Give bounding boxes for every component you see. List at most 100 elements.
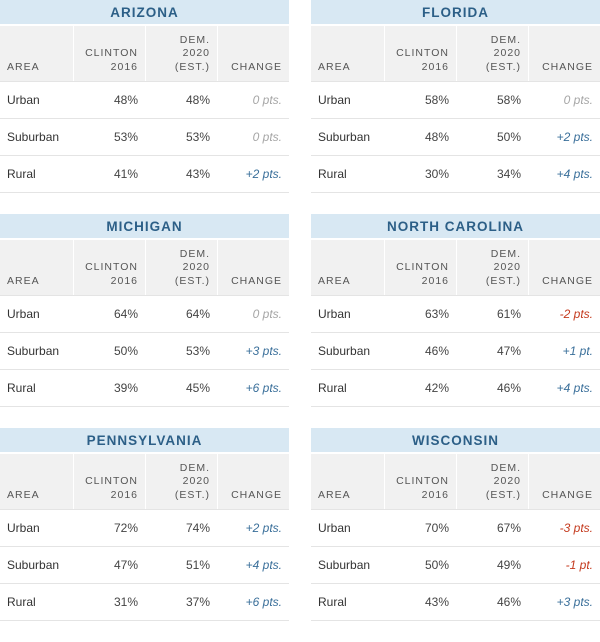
dem-header-label: DEM. 2020 (EST.) (174, 33, 210, 73)
area-cell: Urban (7, 307, 40, 321)
dem-cell: 47% (496, 344, 521, 358)
dem-cell: 50% (496, 130, 521, 144)
dem-cell: 64% (185, 307, 210, 321)
change-cell: 0 pts. (563, 93, 593, 107)
clinton-header-label: CLINTON 2016 (396, 47, 449, 73)
state-table: ARIZONA AREA CLINTON 2016 DEM. 2020 (EST… (0, 0, 289, 193)
clinton-cell: 46% (424, 344, 449, 358)
area-header-label: AREA (7, 488, 40, 501)
dem-cell: 51% (185, 558, 210, 572)
table-row: Suburban 46% 47% +1 pt. (311, 333, 600, 370)
dem-column-header: DEM. 2020 (EST.) (456, 454, 528, 509)
change-column-header: CHANGE (217, 26, 289, 81)
state-title: PENNSYLVANIA (0, 428, 289, 452)
area-header-label: AREA (318, 60, 351, 73)
change-header-label: CHANGE (231, 274, 282, 287)
change-cell: +2 pts. (556, 130, 593, 144)
clinton-cell: 30% (424, 167, 449, 181)
table-row: Urban 72% 74% +2 pts. (0, 510, 289, 547)
change-cell: -2 pts. (559, 307, 593, 321)
clinton-header-label: CLINTON 2016 (85, 47, 138, 73)
dem-cell: 74% (185, 521, 210, 535)
area-cell: Suburban (7, 130, 60, 144)
change-cell: +2 pts. (245, 167, 282, 181)
area-column-header: AREA (311, 454, 384, 509)
area-column-header: AREA (311, 26, 384, 81)
dem-cell: 58% (496, 93, 521, 107)
clinton-column-header: CLINTON 2016 (73, 454, 145, 509)
dem-cell: 37% (185, 595, 210, 609)
change-cell: +6 pts. (245, 595, 282, 609)
table-row: Urban 63% 61% -2 pts. (311, 296, 600, 333)
clinton-column-header: CLINTON 2016 (73, 26, 145, 81)
change-header-label: CHANGE (231, 488, 282, 501)
header-row: AREA CLINTON 2016 DEM. 2020 (EST.) CHANG… (311, 26, 600, 82)
table-row: Rural 31% 37% +6 pts. (0, 584, 289, 621)
area-cell: Rural (7, 595, 36, 609)
table-row: Urban 58% 58% 0 pts. (311, 82, 600, 119)
change-cell: +6 pts. (245, 381, 282, 395)
clinton-cell: 50% (113, 344, 138, 358)
table-row: Suburban 50% 53% +3 pts. (0, 333, 289, 370)
header-row: AREA CLINTON 2016 DEM. 2020 (EST.) CHANG… (311, 240, 600, 296)
area-header-label: AREA (7, 60, 40, 73)
dem-cell: 53% (185, 130, 210, 144)
change-header-label: CHANGE (542, 488, 593, 501)
table-row: Rural 30% 34% +4 pts. (311, 156, 600, 193)
area-cell: Suburban (7, 558, 60, 572)
change-cell: +4 pts. (556, 167, 593, 181)
dem-cell: 53% (185, 344, 210, 358)
table-row: Suburban 47% 51% +4 pts. (0, 547, 289, 584)
dem-cell: 46% (496, 381, 521, 395)
area-cell: Rural (318, 167, 347, 181)
state-title: WISCONSIN (311, 428, 600, 452)
area-cell: Suburban (318, 130, 371, 144)
change-header-label: CHANGE (542, 274, 593, 287)
area-header-label: AREA (318, 274, 351, 287)
clinton-cell: 64% (113, 307, 138, 321)
change-cell: 0 pts. (252, 307, 282, 321)
change-header-label: CHANGE (542, 60, 593, 73)
change-header-label: CHANGE (231, 60, 282, 73)
change-cell: 0 pts. (252, 93, 282, 107)
area-column-header: AREA (0, 454, 73, 509)
dem-header-label: DEM. 2020 (EST.) (174, 247, 210, 287)
state-title: ARIZONA (0, 0, 289, 24)
dem-cell: 49% (496, 558, 521, 572)
change-column-header: CHANGE (528, 240, 600, 295)
dem-cell: 43% (185, 167, 210, 181)
clinton-cell: 43% (424, 595, 449, 609)
table-row: Suburban 53% 53% 0 pts. (0, 119, 289, 156)
change-column-header: CHANGE (217, 454, 289, 509)
area-cell: Urban (318, 521, 351, 535)
clinton-cell: 39% (113, 381, 138, 395)
clinton-cell: 31% (113, 595, 138, 609)
table-row: Urban 48% 48% 0 pts. (0, 82, 289, 119)
area-cell: Rural (318, 381, 347, 395)
state-title: FLORIDA (311, 0, 600, 24)
clinton-column-header: CLINTON 2016 (73, 240, 145, 295)
dem-header-label: DEM. 2020 (EST.) (485, 461, 521, 501)
change-column-header: CHANGE (528, 26, 600, 81)
table-row: Rural 41% 43% +2 pts. (0, 156, 289, 193)
table-row: Urban 64% 64% 0 pts. (0, 296, 289, 333)
clinton-cell: 48% (113, 93, 138, 107)
dem-header-label: DEM. 2020 (EST.) (485, 33, 521, 73)
table-row: Urban 70% 67% -3 pts. (311, 510, 600, 547)
area-cell: Urban (7, 93, 40, 107)
table-row: Rural 42% 46% +4 pts. (311, 370, 600, 407)
state-title: MICHIGAN (0, 214, 289, 238)
area-cell: Rural (7, 167, 36, 181)
dem-column-header: DEM. 2020 (EST.) (145, 240, 217, 295)
state-table: FLORIDA AREA CLINTON 2016 DEM. 2020 (EST… (311, 0, 600, 193)
dem-header-label: DEM. 2020 (EST.) (174, 461, 210, 501)
area-column-header: AREA (311, 240, 384, 295)
clinton-header-label: CLINTON 2016 (396, 475, 449, 501)
change-cell: +4 pts. (556, 381, 593, 395)
change-column-header: CHANGE (528, 454, 600, 509)
area-cell: Urban (7, 521, 40, 535)
area-header-label: AREA (318, 488, 351, 501)
area-cell: Suburban (318, 344, 371, 358)
change-cell: -3 pts. (559, 521, 593, 535)
table-row: Rural 39% 45% +6 pts. (0, 370, 289, 407)
